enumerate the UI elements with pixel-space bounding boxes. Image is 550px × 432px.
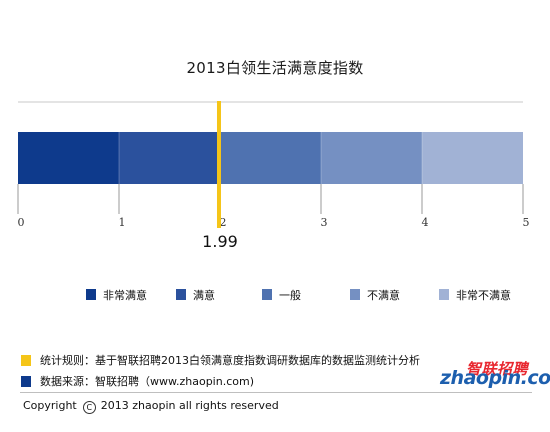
legend-label-3: 不满意 <box>367 288 400 302</box>
zhaopin-logo-chinese: 智联招聘 <box>466 360 529 378</box>
legend-label-4: 非常不满意 <box>456 288 511 302</box>
index-marker <box>216 101 221 228</box>
tick-label-5: 5 <box>523 216 530 229</box>
source-note-text: 数据来源：智联招聘（www.zhaopin.com) <box>40 375 254 388</box>
copyright-word: Copyright <box>23 399 77 412</box>
tick-label-2: 2 <box>220 216 227 229</box>
bar-segment-1 <box>119 132 220 184</box>
chart-title: 2013白领生活满意度指数 <box>186 59 364 77</box>
legend-label-2: 一般 <box>279 289 301 302</box>
rule-note: 统计规则：基于智联招聘2013白领满意度指数调研数据库的数据监测统计分析 <box>21 352 420 368</box>
satisfaction-index-chart: 0 1 2 3 4 5 1.99 非常满意 满意 一般 不满意 非常不满意 <box>17 101 530 302</box>
legend-swatch-0 <box>86 289 96 300</box>
bar-segment-3 <box>321 132 422 184</box>
copyright-notice: Copyright C 2013 zhaopin all rights reserv… <box>23 399 279 414</box>
tick-label-4: 4 <box>422 216 429 229</box>
legend-swatch-2 <box>262 289 272 300</box>
legend-swatch-3 <box>350 289 360 300</box>
footer-divider <box>20 392 532 393</box>
source-note: 数据来源：智联招聘（www.zhaopin.com) <box>21 373 254 389</box>
rule-swatch <box>21 354 31 366</box>
legend-swatch-1 <box>176 289 186 300</box>
tick-label-1: 1 <box>119 216 126 229</box>
tick-label-3: 3 <box>321 216 328 229</box>
tick-label-0: 0 <box>18 216 25 229</box>
zhaopin-logo-english: zhaopin.com <box>440 367 550 389</box>
bar-segment-2 <box>220 132 321 184</box>
copyright-text: 2013 zhaopin all rights reserved <box>100 399 279 412</box>
source-swatch <box>21 375 31 387</box>
index-marker-label: 1.99 <box>202 232 238 251</box>
legend-swatch-4 <box>439 289 449 300</box>
copyright-icon: C <box>82 401 96 414</box>
legend-label-0: 非常满意 <box>103 288 147 302</box>
bar-segment-4 <box>422 132 523 184</box>
rule-note-text: 统计规则：基于智联招聘2013白领满意度指数调研数据库的数据监测统计分析 <box>40 354 420 367</box>
bar-segment-0 <box>18 132 119 184</box>
legend-label-1: 满意 <box>193 288 215 302</box>
